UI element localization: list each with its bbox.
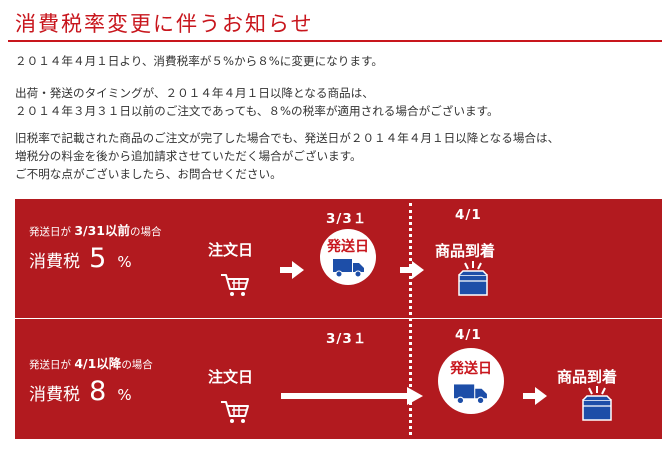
long-arrow-right-icon bbox=[281, 387, 423, 405]
notice-paragraph-3: 旧税率で記載された商品のご注文が完了した場合でも、発送日が２０１４年４月１日以降… bbox=[15, 129, 559, 183]
notice-line: ２０１４年３月３１日以前のご注文であっても、８%の税率が適用される場合がございま… bbox=[15, 104, 499, 118]
row1-condition: 発送日が 3/31以前の場合 bbox=[29, 223, 162, 238]
cart-icon bbox=[221, 401, 249, 423]
row1-date-right: 4/1 bbox=[455, 207, 482, 223]
cart-icon bbox=[221, 274, 249, 296]
package-icon bbox=[458, 261, 488, 296]
notice-line: ご不明な点がございましたら、お問合せください。 bbox=[15, 167, 282, 181]
tax-timeline-panel: 発送日が 3/31以前の場合 消費税 5 % 注文日 3/3１ 発送日 4/1 … bbox=[15, 199, 662, 439]
row2-ship-label: 発送日 bbox=[450, 361, 492, 377]
package-icon bbox=[582, 386, 612, 421]
truck-icon bbox=[333, 259, 364, 278]
page-title: 消費税率変更に伴うお知らせ bbox=[15, 12, 314, 36]
notice-line: 旧税率で記載された商品のご注文が完了した場合でも、発送日が２０１４年４月１日以降… bbox=[15, 131, 560, 145]
row1-ship-label: 発送日 bbox=[327, 239, 369, 255]
title-rule bbox=[8, 40, 662, 42]
row2-ship-circle: 発送日 bbox=[438, 348, 504, 414]
row2-arrive-label: 商品到着 bbox=[557, 368, 618, 386]
row2-order-label: 注文日 bbox=[208, 368, 254, 386]
row1-date-left: 3/3１ bbox=[326, 211, 368, 227]
notice-line: 出荷・発送のタイミングが、２０１４年４月１日以降となる商品は、 bbox=[15, 86, 374, 100]
arrow-right-icon bbox=[400, 261, 424, 279]
row-divider bbox=[15, 318, 662, 319]
row2-condition: 発送日が 4/1以降の場合 bbox=[29, 356, 153, 371]
row1-tax: 消費税 5 % bbox=[29, 243, 132, 274]
row2-date-right: 4/1 bbox=[455, 327, 482, 343]
truck-icon bbox=[454, 384, 487, 405]
cutoff-line bbox=[409, 203, 412, 435]
notice-paragraph-2: 出荷・発送のタイミングが、２０１４年４月１日以降となる商品は、 ２０１４年３月３… bbox=[15, 84, 499, 120]
notice-line: 増税分の料金を後から追加請求させていただく場合がございます。 bbox=[15, 149, 362, 163]
arrow-right-icon bbox=[523, 387, 547, 405]
notice-paragraph-1: ２０１４年４月１日より、消費税率が５%から８%に変更になります。 bbox=[15, 52, 383, 70]
row2-tax: 消費税 8 % bbox=[29, 376, 132, 407]
notice-line: ２０１４年４月１日より、消費税率が５%から８%に変更になります。 bbox=[15, 54, 383, 68]
row1-ship-circle: 発送日 bbox=[320, 229, 376, 285]
arrow-right-icon bbox=[280, 261, 304, 279]
row1-order-label: 注文日 bbox=[208, 241, 254, 259]
row1-arrive-label: 商品到着 bbox=[435, 242, 496, 260]
row2-date-left: 3/3１ bbox=[326, 331, 368, 347]
